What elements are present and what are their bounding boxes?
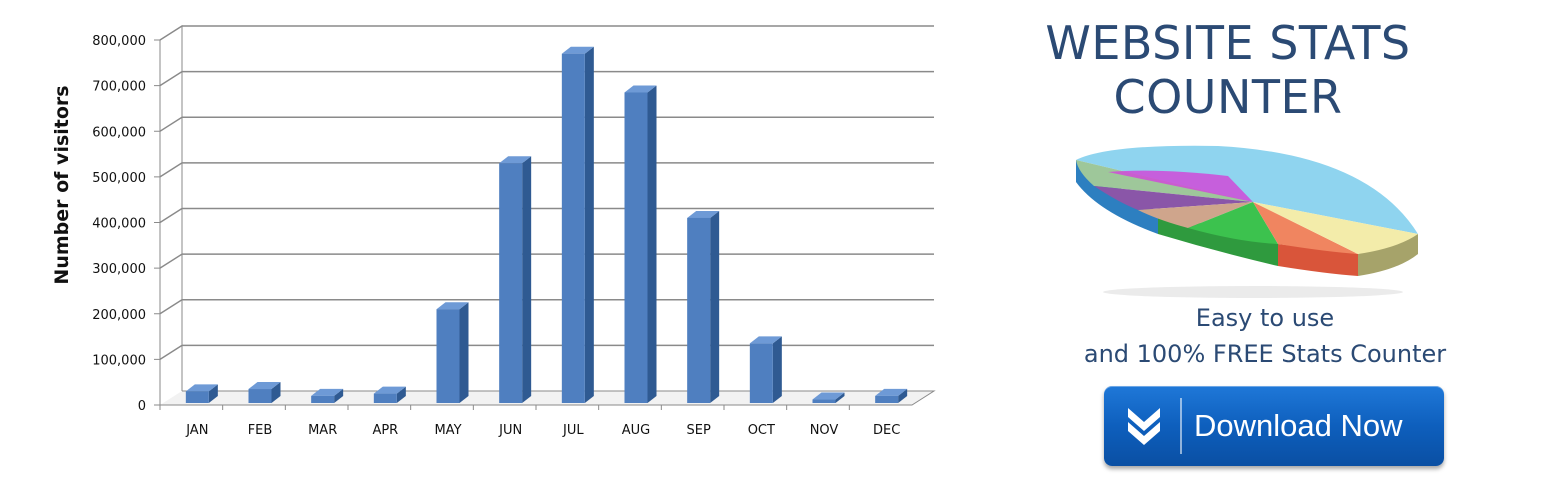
x-tick-label: JUN	[498, 423, 522, 438]
x-tick-label: APR	[372, 423, 398, 438]
promo-tagline: Easy to use and 100% FREE Stats Counter	[990, 300, 1540, 372]
bar-side	[522, 156, 532, 403]
bar-top	[311, 388, 344, 396]
x-tick-label: AUG	[622, 423, 650, 438]
bar	[687, 217, 711, 403]
grid-line	[159, 344, 934, 360]
bar-top	[185, 384, 218, 392]
bar-side	[334, 388, 344, 403]
download-now-button[interactable]: Download Now	[1104, 386, 1444, 466]
bars	[185, 46, 908, 403]
double-chevron-down-icon	[1128, 408, 1160, 445]
bar-side	[835, 392, 845, 403]
promo-title-line-1: WEBSITE STATS	[1045, 16, 1411, 70]
bar-side	[647, 85, 657, 403]
grid-line	[159, 207, 934, 224]
bar-side	[459, 302, 469, 403]
bar-side	[710, 210, 720, 403]
download-button-label: Download Now	[1194, 408, 1403, 443]
bar-oct	[749, 336, 782, 403]
bar-top	[812, 392, 845, 400]
bar	[311, 395, 335, 403]
promo-title: WEBSITE STATS COUNTER	[990, 16, 1466, 124]
bar-top	[499, 156, 532, 164]
bar-top	[561, 46, 594, 54]
y-tick-label: 700,000	[92, 80, 146, 95]
bar-aug	[624, 85, 657, 403]
3d-pie-chart-icon	[1076, 145, 1418, 298]
grid-line	[159, 162, 934, 178]
bar-feb	[248, 382, 281, 403]
y-axis-label: Number of visitors	[51, 85, 73, 284]
bar-side	[208, 384, 218, 403]
bar-jan	[185, 384, 218, 403]
bar-side	[396, 386, 406, 403]
bar-mar	[311, 388, 344, 403]
visitors-bar-chart: 0 100,000 200,000 300,000 400,000 500,000 600,…	[51, 25, 936, 438]
bar	[499, 163, 523, 403]
bar-top	[875, 388, 908, 396]
promo-tagline-line-1: Easy to use	[1195, 304, 1335, 332]
x-axis-tick-labels: JAN FEB MAR APR MAY JUN JUL AUG SEP OCT NOV DEC	[159, 405, 900, 438]
y-tick-label: 200,000	[92, 308, 146, 323]
bar-may	[436, 302, 469, 403]
bar-jul	[561, 46, 594, 403]
bar	[185, 391, 209, 403]
x-tick-label: NOV	[810, 423, 839, 438]
bar	[561, 53, 585, 403]
bar	[875, 395, 899, 403]
button-divider	[1180, 398, 1182, 454]
x-tick-label: DEC	[873, 423, 900, 438]
promo-title-line-2: COUNTER	[1113, 70, 1343, 124]
bar-side	[584, 46, 594, 403]
bar-top	[749, 336, 782, 344]
y-tick-label: 100,000	[92, 353, 146, 368]
x-tick-label: JUL	[562, 423, 584, 438]
bar	[749, 343, 773, 403]
bar-sep	[687, 210, 720, 403]
promo-panel: WEBSITE STATS COUNTER Easy to use and 10…	[990, 0, 1540, 500]
bar-nov	[812, 392, 845, 403]
grid-line	[159, 299, 934, 315]
x-tick-label: JAN	[185, 423, 208, 438]
bar-top	[436, 302, 469, 310]
y-tick-label: 0	[138, 399, 146, 414]
y-tick-label: 400,000	[92, 217, 146, 232]
promo-tagline-line-2: and 100% FREE Stats Counter	[1083, 340, 1447, 368]
bar-side	[772, 336, 782, 403]
grid-line	[159, 25, 934, 41]
y-tick-label: 600,000	[92, 125, 146, 140]
bar-jun	[499, 156, 532, 403]
bar-top	[248, 382, 281, 390]
y-tick-label: 500,000	[92, 171, 146, 186]
bar	[624, 92, 648, 403]
bar-apr	[373, 386, 406, 403]
bar-top	[624, 85, 657, 93]
bar-top	[687, 210, 720, 218]
y-axis-tick-labels: 0 100,000 200,000 300,000 400,000 500,000 600,…	[92, 34, 160, 414]
bar-dec	[875, 388, 908, 403]
grid-line	[159, 116, 934, 132]
bar	[373, 393, 397, 403]
bar	[436, 309, 460, 403]
x-tick-label: MAY	[434, 423, 461, 438]
bar-side	[898, 388, 908, 403]
bar	[812, 399, 836, 403]
x-tick-label: MAR	[308, 423, 337, 438]
grid-line	[159, 70, 934, 87]
bar-side	[271, 382, 281, 403]
bar	[248, 389, 272, 403]
y-tick-label: 800,000	[92, 34, 146, 49]
grid-lines	[159, 25, 936, 406]
x-tick-label: SEP	[687, 423, 711, 438]
x-tick-label: OCT	[748, 423, 775, 438]
grid-line	[159, 253, 934, 269]
y-tick-label: 300,000	[92, 262, 146, 277]
x-tick-label: FEB	[248, 423, 273, 438]
bar-top	[373, 386, 406, 394]
